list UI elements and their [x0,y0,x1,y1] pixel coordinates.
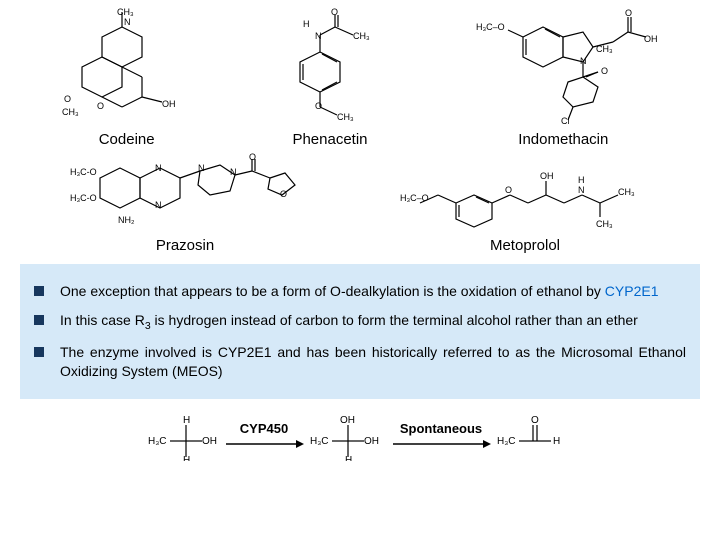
svg-text:H₃C-O: H₃C-O [70,193,97,203]
svg-text:O: O [601,66,608,76]
bullet-3-text: The enzyme involved is CYP2E1 and has be… [60,343,686,381]
svg-text:H: H [578,175,585,185]
svg-text:H₃C: H₃C [310,436,329,447]
bullet-2: In this case R3 is hydrogen instead of c… [34,311,686,333]
svg-text:CH₃: CH₃ [337,112,354,122]
svg-text:O: O [280,189,287,199]
svg-text:N: N [155,200,162,210]
svg-text:OH: OH [364,436,379,447]
svg-text:N: N [155,163,162,173]
svg-text:O: O [249,153,256,162]
svg-text:H: H [303,19,310,29]
mol-diol-icon: H₃C OH H OH [310,411,385,461]
svg-text:H₃C-O: H₃C-O [70,167,97,177]
bullet-2-head: In this case R [60,312,145,328]
arrow-2-label: Spontaneous [400,421,482,436]
bullet-box: One exception that appears to be a form … [20,264,700,399]
svg-text:H₃C: H₃C [497,436,516,447]
reaction-scheme: H₃C H H OH CYP450 H₃C OH H OH Spontaneou… [20,411,700,461]
arrow-icon [391,438,491,450]
svg-text:O: O [97,101,104,111]
svg-text:CH₃: CH₃ [117,7,134,17]
svg-text:O: O [315,101,322,111]
metoprolol-label: Metoprolol [490,237,560,254]
svg-text:H: H [553,436,560,447]
bullet-2-text: In this case R3 is hydrogen instead of c… [60,311,686,333]
codeine-label: Codeine [99,131,155,148]
phenacetin-label: Phenacetin [292,131,367,148]
svg-text:OH: OH [162,99,176,109]
svg-text:CH₃: CH₃ [618,187,635,197]
svg-text:N: N [124,17,131,27]
svg-text:H₃C: H₃C [148,436,167,447]
svg-text:CH₃: CH₃ [596,219,613,229]
structure-row-1: CH₃ N O CH₃ O OH Codeine H [20,8,700,148]
bullet-1-text: One exception that appears to be a form … [60,282,686,301]
svg-text:N: N [198,163,205,173]
codeine-structure-icon: CH₃ N O CH₃ O OH [62,7,192,127]
svg-text:H₃C–O: H₃C–O [400,193,429,203]
prazosin-label: Prazosin [156,237,214,254]
bullet-marker-icon [34,315,44,325]
arrow-1-label: CYP450 [240,421,288,436]
cyp-link: CYP2E1 [605,283,659,299]
structure-phenacetin: H N O CH₃ O CH₃ Phenacetin [275,7,385,148]
bullet-3: The enzyme involved is CYP2E1 and has be… [34,343,686,381]
svg-text:H₃C–O: H₃C–O [476,22,505,32]
svg-text:OH: OH [540,171,554,181]
arrow-2: Spontaneous [391,421,491,450]
bullet-2-tail: is hydrogen instead of carbon to form th… [151,312,638,328]
svg-text:N: N [230,167,237,177]
indomethacin-label: Indomethacin [518,131,608,148]
svg-text:CH₃: CH₃ [353,31,370,41]
svg-text:H: H [183,455,190,461]
svg-text:OH: OH [644,34,658,44]
bullet-marker-icon [34,347,44,357]
arrow-1: CYP450 [224,421,304,450]
structure-codeine: CH₃ N O CH₃ O OH Codeine [62,7,192,148]
metoprolol-structure-icon: H₃C–O O OH N H CH₃ CH₃ [400,153,650,233]
svg-text:N: N [580,56,587,66]
svg-text:CH₃: CH₃ [62,107,79,117]
phenacetin-structure-icon: H N O CH₃ O CH₃ [275,7,385,127]
svg-text:N: N [578,185,585,195]
mol-ethanol-icon: H₃C H H OH [148,411,218,461]
svg-text:O: O [531,415,539,426]
svg-text:OH: OH [202,436,217,447]
structure-row-2: H₃C-O H₃C-O N N NH₂ N N O O Prazosin [20,154,700,254]
svg-text:N: N [315,31,322,41]
svg-text:O: O [505,185,512,195]
svg-text:OH: OH [340,415,355,426]
svg-text:H: H [183,415,190,426]
svg-text:NH₂: NH₂ [118,215,135,225]
indomethacin-structure-icon: H₃C–O O OH N CH₃ O Cl [468,2,658,127]
structure-prazosin: H₃C-O H₃C-O N N NH₂ N N O O Prazosin [70,153,300,254]
svg-text:H: H [345,455,352,461]
svg-text:O: O [625,8,632,18]
structure-metoprolol: H₃C–O O OH N H CH₃ CH₃ Metoprolol [400,153,650,254]
svg-text:O: O [331,7,338,17]
svg-text:Cl: Cl [561,116,570,126]
svg-text:CH₃: CH₃ [596,44,613,54]
svg-text:O: O [64,94,71,104]
bullet-1-span: One exception that appears to be a form … [60,283,605,299]
arrow-icon [224,438,304,450]
bullet-1: One exception that appears to be a form … [34,282,686,301]
mol-acetaldehyde-icon: H₃C O H [497,411,572,461]
prazosin-structure-icon: H₃C-O H₃C-O N N NH₂ N N O O [70,153,300,233]
structure-indomethacin: H₃C–O O OH N CH₃ O Cl Indomethacin [468,2,658,148]
bullet-marker-icon [34,286,44,296]
